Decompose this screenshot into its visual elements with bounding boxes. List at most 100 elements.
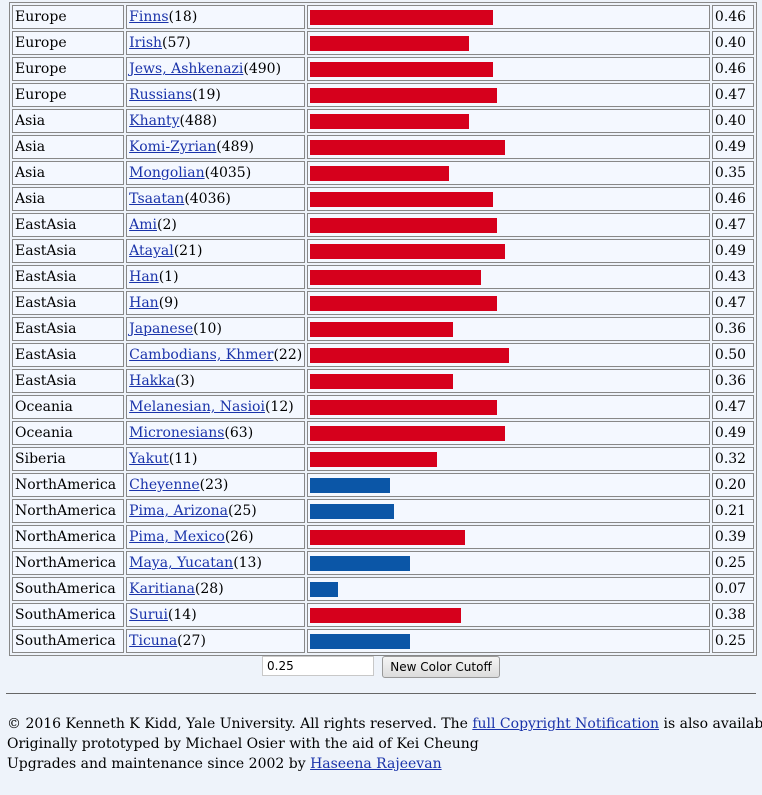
frequency-bar — [310, 347, 510, 363]
population-cell: Surui(14) — [126, 603, 306, 627]
region-cell: Oceania — [12, 395, 125, 419]
population-cell: Ami(2) — [126, 213, 306, 237]
table-row: Asia Komi-Zyrian(489) 0.49 — [12, 135, 754, 159]
population-link[interactable]: Russians — [129, 87, 193, 103]
table-row: SouthAmerica Karitiana(28) 0.07 — [12, 577, 754, 601]
population-link[interactable]: Han — [129, 269, 159, 285]
bar-cell — [307, 265, 710, 289]
population-link[interactable]: Han — [129, 295, 159, 311]
table-row: EastAsia Han(9) 0.47 — [12, 291, 754, 315]
sample-size: (1) — [158, 269, 179, 285]
population-link[interactable]: Cambodians, Khmer — [129, 347, 274, 363]
population-link[interactable]: Maya, Yucatan — [129, 555, 234, 571]
frequency-bar — [310, 87, 498, 103]
population-link[interactable]: Ami — [129, 217, 157, 233]
bar-cell — [307, 213, 710, 237]
population-link[interactable]: Komi-Zyrian — [129, 139, 217, 155]
table-row: NorthAmerica Cheyenne(23) 0.20 — [12, 473, 754, 497]
bar-cell — [307, 161, 710, 185]
sample-size: (26) — [224, 529, 254, 545]
table-row: EastAsia Japanese(10) 0.36 — [12, 317, 754, 341]
table-row: Siberia Yakut(11) 0.32 — [12, 447, 754, 471]
region-cell: EastAsia — [12, 265, 125, 289]
frequency-bar — [310, 9, 494, 25]
population-cell: Melanesian, Nasioi(12) — [126, 395, 306, 419]
population-link[interactable]: Tsaatan — [129, 191, 185, 207]
frequency-table-grid: Europe Finns(18) 0.46 Europe Irish(57) 0.40 Eu… — [10, 3, 756, 655]
sample-size: (19) — [192, 87, 221, 103]
population-link[interactable]: Pima, Arizona — [129, 503, 228, 519]
sample-size: (27) — [177, 633, 206, 649]
table-row: EastAsia Hakka(3) 0.36 — [12, 369, 754, 393]
table-row: Europe Jews, Ashkenazi(490) 0.46 — [12, 57, 754, 81]
population-cell: Micronesians(63) — [126, 421, 306, 445]
sample-size: (9) — [158, 295, 179, 311]
copyright-suffix: is also available. — [663, 716, 762, 732]
region-cell: SouthAmerica — [12, 577, 125, 601]
frequency-bar — [310, 321, 454, 337]
population-link[interactable]: Mongolian — [129, 165, 205, 181]
sample-size: (22) — [273, 347, 303, 363]
frequency-value: 0.47 — [711, 395, 754, 419]
region-cell: NorthAmerica — [12, 525, 125, 549]
frequency-value: 0.46 — [711, 57, 754, 81]
population-link[interactable]: Atayal — [129, 243, 174, 259]
frequency-value: 0.20 — [711, 473, 754, 497]
population-link[interactable]: Cheyenne — [129, 477, 200, 493]
population-cell: Karitiana(28) — [126, 577, 306, 601]
sample-size: (4036) — [184, 191, 231, 207]
frequency-value: 0.39 — [711, 525, 754, 549]
frequency-value: 0.38 — [711, 603, 754, 627]
population-link[interactable]: Hakka — [129, 373, 175, 389]
bar-cell — [307, 629, 710, 653]
color-cutoff-input[interactable] — [262, 656, 374, 676]
frequency-bar — [310, 191, 494, 207]
copyright-notification-link[interactable]: full Copyright Notification — [472, 716, 660, 732]
bar-cell — [307, 421, 710, 445]
maintainer-link[interactable]: Haseena Rajeevan — [310, 756, 442, 772]
population-link[interactable]: Khanty — [129, 113, 180, 129]
region-cell: Siberia — [12, 447, 125, 471]
frequency-bar — [310, 529, 466, 545]
population-link[interactable]: Surui — [129, 607, 168, 623]
population-link[interactable]: Finns — [129, 9, 169, 25]
table-row: EastAsia Atayal(21) 0.49 — [12, 239, 754, 263]
region-cell: EastAsia — [12, 369, 125, 393]
table-row: EastAsia Ami(2) 0.47 — [12, 213, 754, 237]
new-color-cutoff-button[interactable]: New Color Cutoff — [382, 656, 500, 678]
population-cell: Pima, Mexico(26) — [126, 525, 306, 549]
frequency-value: 0.47 — [711, 83, 754, 107]
table-row: Europe Finns(18) 0.46 — [12, 5, 754, 29]
table-row: Oceania Micronesians(63) 0.49 — [12, 421, 754, 445]
frequency-bar — [310, 35, 470, 51]
table-row: SouthAmerica Ticuna(27) 0.25 — [12, 629, 754, 653]
population-link[interactable]: Jews, Ashkenazi — [129, 61, 244, 77]
population-link[interactable]: Pima, Mexico — [129, 529, 225, 545]
population-link[interactable]: Micronesians — [129, 425, 225, 441]
table-row: Oceania Melanesian, Nasioi(12) 0.47 — [12, 395, 754, 419]
population-cell: Pima, Arizona(25) — [126, 499, 306, 523]
population-link[interactable]: Japanese — [129, 321, 194, 337]
frequency-bar — [310, 243, 506, 259]
frequency-bar — [310, 607, 462, 623]
population-link[interactable]: Karitiana — [129, 581, 195, 597]
frequency-value: 0.49 — [711, 239, 754, 263]
frequency-bar — [310, 373, 454, 389]
sample-size: (14) — [167, 607, 197, 623]
frequency-value: 0.21 — [711, 499, 754, 523]
frequency-value: 0.35 — [711, 161, 754, 185]
region-cell: Asia — [12, 109, 125, 133]
sample-size: (13) — [233, 555, 262, 571]
sample-size: (3) — [175, 373, 195, 389]
population-link[interactable]: Ticuna — [129, 633, 178, 649]
region-cell: Europe — [12, 83, 125, 107]
copyright-text: © 2016 Kenneth K Kidd, Yale University. … — [7, 716, 473, 732]
bar-cell — [307, 603, 710, 627]
bar-cell — [307, 57, 710, 81]
population-link[interactable]: Yakut — [129, 451, 169, 467]
population-link[interactable]: Melanesian, Nasioi — [129, 399, 265, 415]
table-row: Asia Mongolian(4035) 0.35 — [12, 161, 754, 185]
frequency-value: 0.46 — [711, 5, 754, 29]
population-link[interactable]: Irish — [129, 35, 163, 51]
population-cell: Russians(19) — [126, 83, 306, 107]
